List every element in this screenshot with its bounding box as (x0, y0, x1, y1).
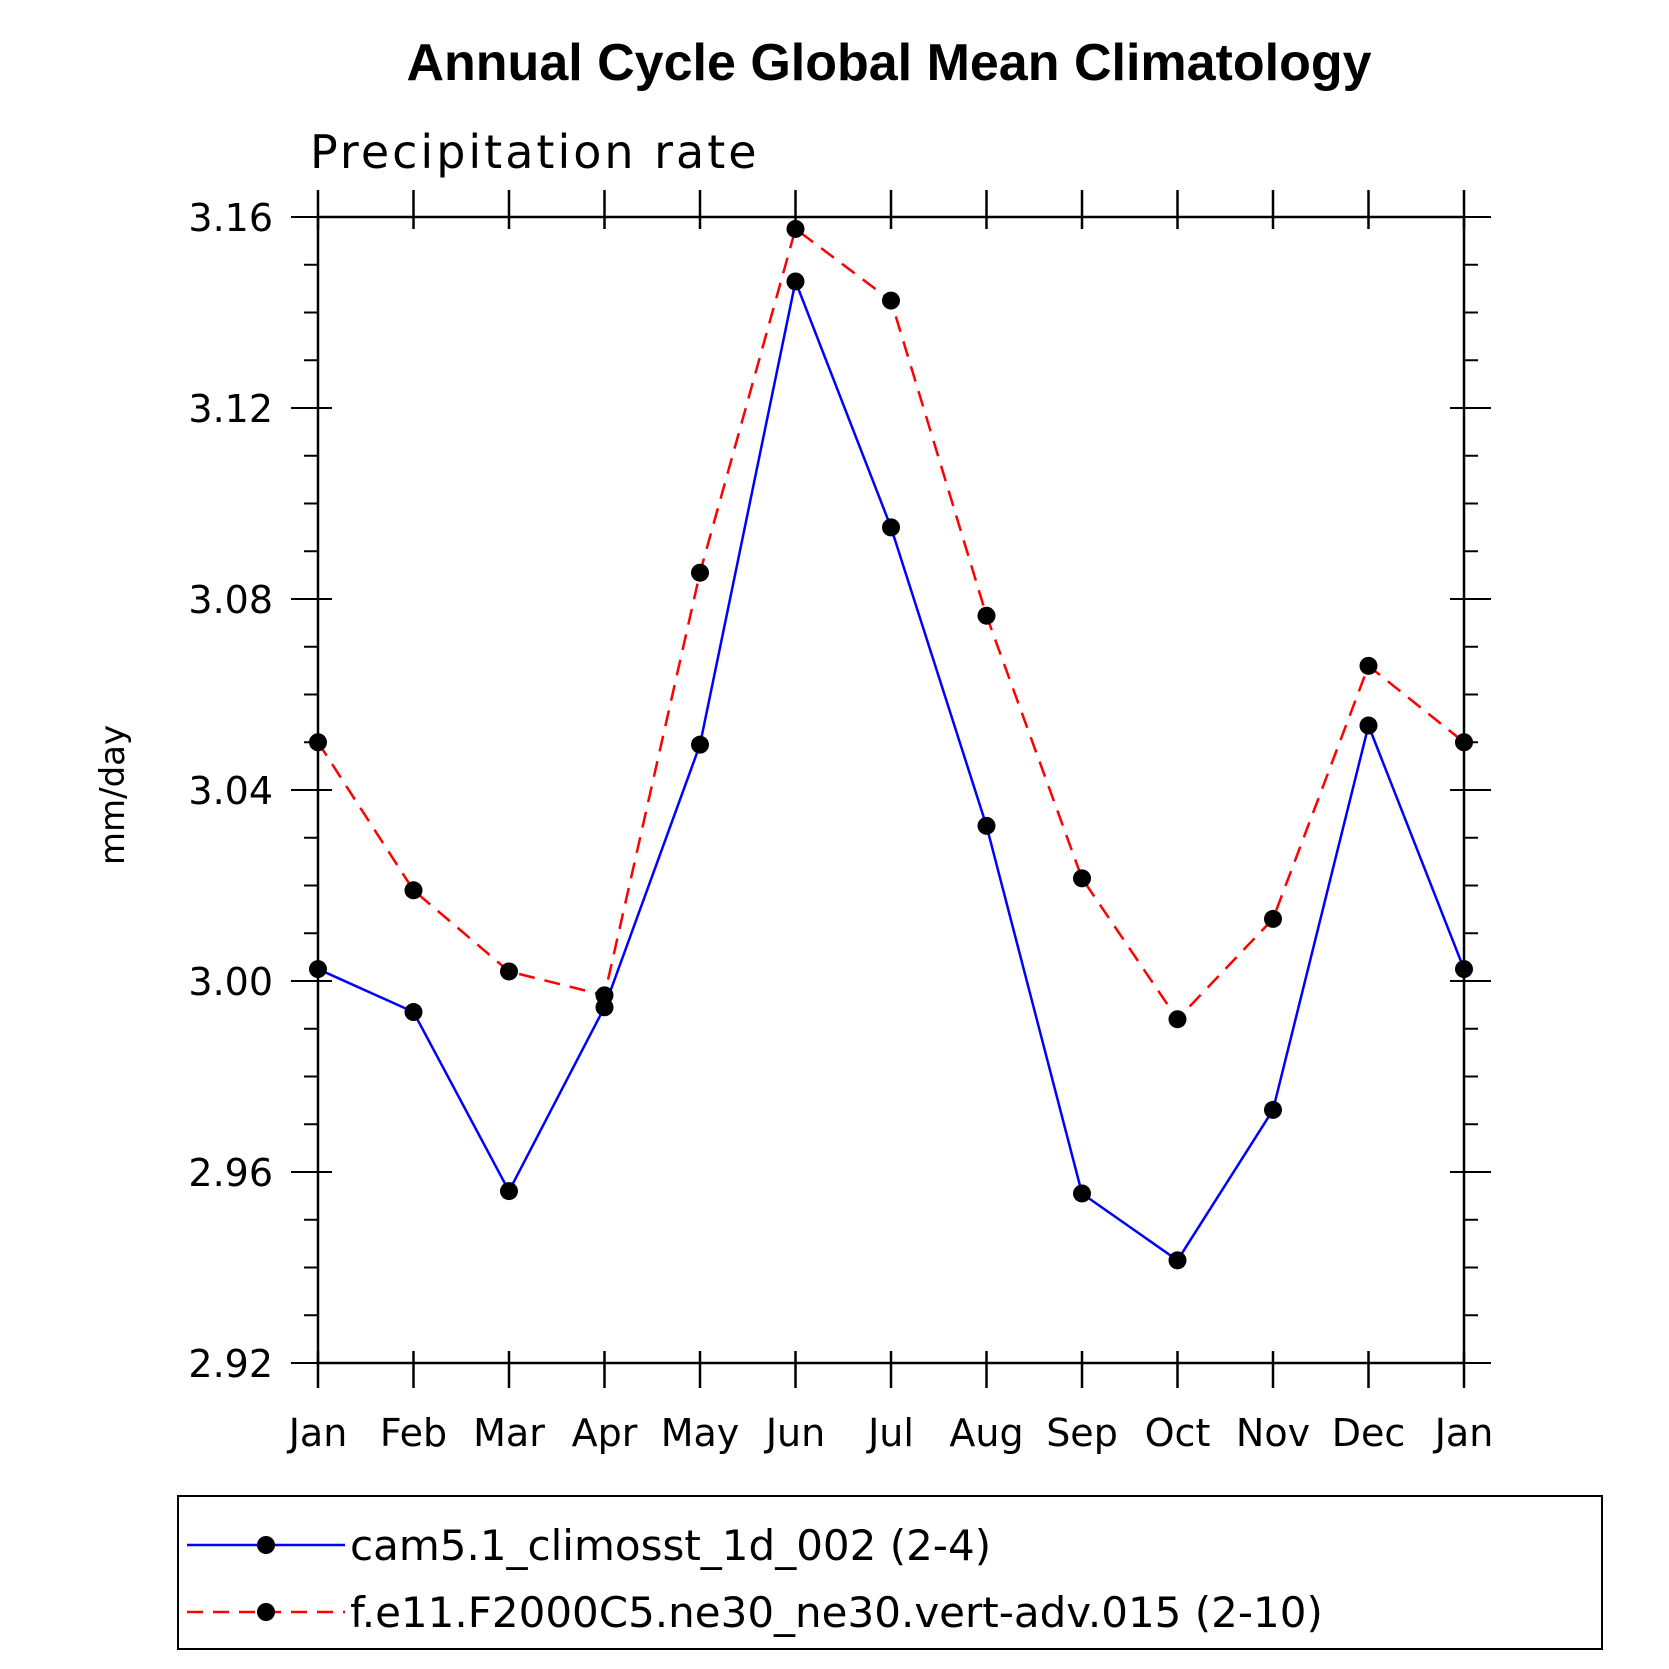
legend-label-1: cam5.1_climosst_1d_002 (2-4) (350, 1521, 991, 1570)
x-tick-label: Jun (764, 1411, 825, 1455)
y-tick-label: 3.04 (188, 769, 273, 813)
series-2-point (500, 962, 518, 981)
x-tick-label: Jan (287, 1411, 348, 1455)
series-layer (309, 219, 1473, 1270)
series-1-point (977, 816, 996, 835)
series-1-point (786, 272, 805, 291)
series-2-point (404, 881, 423, 900)
series-1-point (1168, 1251, 1187, 1270)
series-1-point (1359, 716, 1378, 735)
chart-subtitle: Precipitation rate (310, 125, 760, 179)
x-tick-labels: Jan Feb Mar Apr May Jun Jul Aug Sep Oct Nov Dec Jan (287, 1411, 1494, 1455)
y-tick-label: 2.92 (188, 1342, 273, 1386)
series-2-point (1359, 656, 1378, 675)
x-tick-label: Aug (949, 1411, 1023, 1455)
axis-ticks (291, 190, 1491, 1388)
y-tick-label: 2.96 (188, 1151, 273, 1195)
x-tick-label: Jan (1433, 1411, 1494, 1455)
series-2-point (595, 986, 614, 1005)
chart-title: Annual Cycle Global Mean Climatology (406, 34, 1371, 92)
x-tick-label: Feb (380, 1411, 447, 1455)
x-tick-label: Mar (473, 1411, 545, 1455)
x-tick-label: Sep (1046, 1411, 1118, 1455)
y-axis-label: mm/day (93, 725, 133, 865)
series-2-point (977, 606, 996, 625)
y-tick-label: 3.16 (188, 196, 273, 240)
legend-marker-1 (257, 1536, 275, 1554)
series-line-1 (317, 277, 1466, 1263)
series-1-point (1264, 1100, 1282, 1119)
x-tick-label: Oct (1145, 1411, 1211, 1455)
series-2-point (691, 563, 709, 582)
series-1-point (691, 735, 709, 754)
plot-frame (316, 215, 1466, 1365)
legend-box (177, 1495, 1603, 1650)
x-tick-label: Apr (572, 1411, 638, 1455)
series-2-point (1264, 909, 1282, 928)
legend: cam5.1_climosst_1d_002 (2-4) f.e11.F2000C… (177, 1495, 1603, 1650)
series-2-point (1073, 869, 1091, 888)
series-1-point (500, 1182, 518, 1201)
y-tick-label: 3.08 (188, 578, 273, 622)
x-tick-label: Jul (866, 1411, 914, 1455)
y-tick-label: 3.00 (188, 960, 273, 1004)
y-tick-labels: 2.92 2.96 3.00 3.04 3.08 3.12 3.16 (188, 196, 273, 1386)
series-1-point (404, 1003, 423, 1022)
legend-label-2: f.e11.F2000C5.ne30_ne30.vert-adv.015 (2-… (350, 1588, 1323, 1637)
legend-marker-2 (257, 1603, 275, 1621)
series-1-point (882, 518, 900, 537)
x-tick-label: May (661, 1411, 740, 1455)
y-tick-label: 3.12 (188, 387, 273, 431)
x-tick-label: Nov (1236, 1411, 1310, 1455)
series-line-2 (316, 226, 1465, 1022)
series-2-point (786, 219, 805, 238)
series-2-point (882, 291, 900, 310)
series-1-point (1073, 1184, 1091, 1203)
x-tick-label: Dec (1332, 1411, 1406, 1455)
series-2-point (1168, 1010, 1187, 1029)
